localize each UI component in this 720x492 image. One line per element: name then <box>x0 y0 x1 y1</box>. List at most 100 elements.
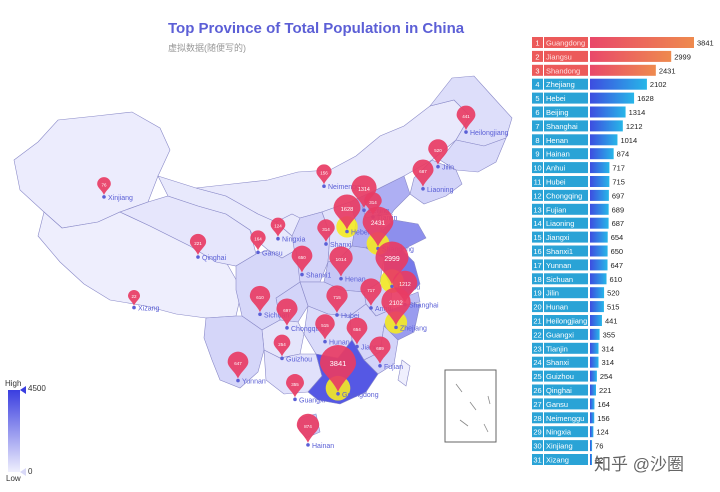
map-pin[interactable] <box>227 351 249 379</box>
bar[interactable] <box>590 384 596 396</box>
map-pin[interactable] <box>375 241 409 285</box>
map-pin-value: 1212 <box>399 282 411 288</box>
map-region-label: Fujian <box>384 364 403 371</box>
map-pin[interactable] <box>128 290 140 306</box>
map-pin[interactable] <box>250 230 266 251</box>
bar[interactable] <box>590 78 647 90</box>
bar[interactable] <box>590 440 593 452</box>
visual-map-handle-bottom[interactable] <box>20 468 26 476</box>
map-dot <box>323 339 327 344</box>
map-dot <box>196 255 200 259</box>
bar[interactable] <box>590 217 609 229</box>
rank-number: 9 <box>535 150 539 159</box>
map-pin[interactable] <box>346 317 368 345</box>
map-pin[interactable] <box>270 217 286 237</box>
region-taiwan[interactable] <box>397 359 411 387</box>
bar[interactable] <box>590 342 599 354</box>
rank-badge <box>532 92 543 104</box>
bar[interactable] <box>590 301 604 313</box>
map-pin[interactable] <box>316 164 332 185</box>
region-jilin[interactable] <box>439 137 507 173</box>
map-pin[interactable] <box>320 345 356 392</box>
bar[interactable] <box>590 454 592 465</box>
map-dot <box>132 305 136 310</box>
bar[interactable] <box>590 162 610 174</box>
bar[interactable] <box>590 189 609 201</box>
bar-value-label: 355 <box>603 330 616 339</box>
map-pin[interactable] <box>315 314 335 340</box>
category-label: Hainan <box>546 150 570 159</box>
map-pin[interactable] <box>276 298 298 326</box>
south-china-sea-inset <box>444 369 497 443</box>
bar[interactable] <box>590 245 608 257</box>
rank-badge <box>532 162 543 174</box>
map-pin[interactable] <box>296 413 320 443</box>
category-label-bg <box>544 245 588 257</box>
map-pin[interactable] <box>326 285 348 313</box>
map-pin[interactable] <box>351 175 377 209</box>
bar[interactable] <box>590 287 605 299</box>
category-label-bg <box>544 440 588 452</box>
map-pin[interactable] <box>428 139 448 165</box>
map-region-label: Guangxi <box>299 397 326 404</box>
map-pin[interactable] <box>97 177 111 195</box>
bar[interactable] <box>590 106 626 118</box>
bar[interactable] <box>590 120 623 132</box>
bar[interactable] <box>590 259 608 271</box>
map-pin[interactable] <box>317 219 335 242</box>
category-label-bg <box>544 287 588 299</box>
map-pin[interactable] <box>329 246 353 277</box>
bar[interactable] <box>590 328 600 340</box>
map-pin[interactable] <box>381 287 411 326</box>
bar[interactable] <box>590 426 594 438</box>
map-pin[interactable] <box>249 285 271 313</box>
map-pin-value: 715 <box>333 295 341 300</box>
bar[interactable] <box>590 273 607 285</box>
map-pin[interactable] <box>360 278 382 306</box>
map-pin[interactable] <box>273 334 291 357</box>
map-pin[interactable] <box>456 105 476 131</box>
rank-badge <box>532 301 543 313</box>
rank-number: 2 <box>535 52 539 61</box>
sea-boundary-dash <box>455 383 463 393</box>
bar[interactable] <box>590 134 618 146</box>
region-yunnan[interactable] <box>203 315 265 389</box>
bar[interactable] <box>590 176 610 187</box>
bar[interactable] <box>590 398 595 410</box>
category-label-bg <box>544 273 588 285</box>
bar[interactable] <box>590 231 608 243</box>
rank-number: 24 <box>533 358 541 367</box>
rank-badge <box>532 384 543 396</box>
map-pin[interactable] <box>362 206 394 247</box>
category-label: Qinghai <box>546 386 572 395</box>
rank-number: 4 <box>535 80 539 89</box>
map-dot <box>336 392 340 396</box>
rank-badge <box>532 454 543 465</box>
map-dot <box>280 356 284 361</box>
map-pin[interactable] <box>412 159 434 187</box>
map-pin[interactable] <box>291 245 313 273</box>
bar[interactable] <box>590 315 602 326</box>
visual-map-handle-top[interactable] <box>20 386 26 394</box>
visual-map-bar[interactable] <box>8 390 20 472</box>
map-pin[interactable] <box>333 194 361 230</box>
bar[interactable] <box>590 50 672 62</box>
bar[interactable] <box>590 356 599 368</box>
map-dot <box>324 242 328 246</box>
map-pin[interactable] <box>369 336 391 364</box>
map-dot <box>300 272 304 277</box>
map-pin[interactable] <box>189 233 207 255</box>
bar[interactable] <box>590 412 595 424</box>
map-pin[interactable] <box>392 270 418 303</box>
bar[interactable] <box>590 37 694 48</box>
map-dot <box>335 313 339 317</box>
bar[interactable] <box>590 370 597 382</box>
map-pin[interactable] <box>364 192 382 215</box>
bar[interactable] <box>590 148 614 160</box>
map-dot <box>345 229 349 234</box>
map-pin[interactable] <box>286 374 304 398</box>
bar[interactable] <box>590 92 635 104</box>
bar-value-label: 1212 <box>626 122 643 131</box>
bar[interactable] <box>590 64 656 76</box>
bar[interactable] <box>590 203 609 215</box>
